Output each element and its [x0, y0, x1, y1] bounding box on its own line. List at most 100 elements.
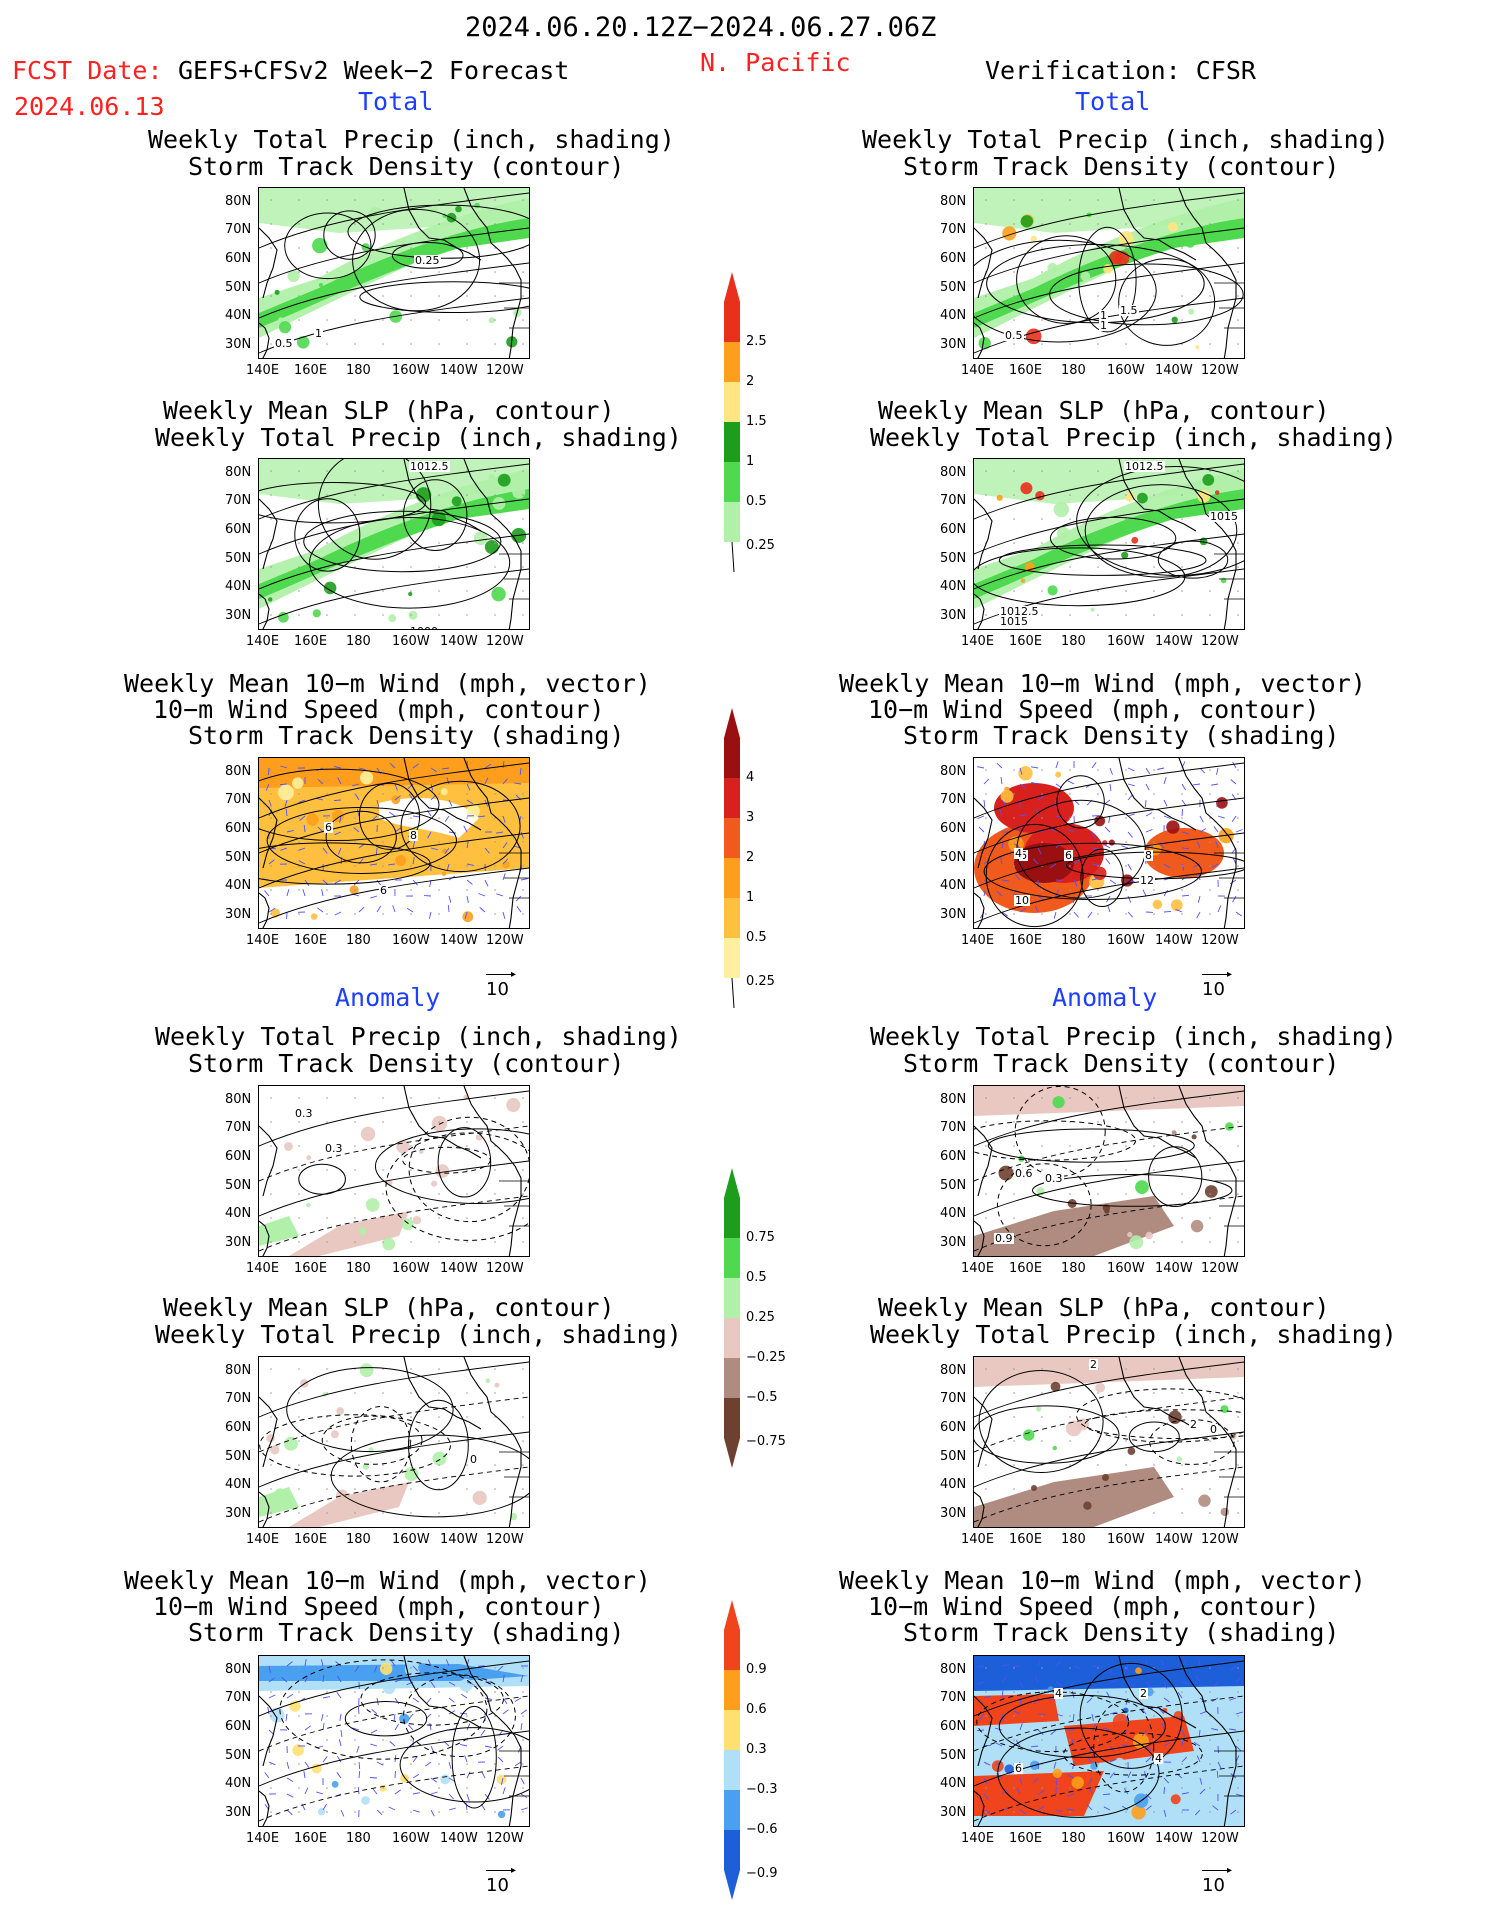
lat-tick-label: 70N	[940, 1391, 967, 1406]
fcst-model-label: GEFS+CFSv2 Week−2 Forecast	[178, 56, 570, 85]
lat-tick-label: 60N	[940, 1719, 967, 1734]
lon-tick-label: 120W	[486, 1532, 524, 1547]
colorbar-tick-label: 0.25	[746, 538, 775, 553]
colorbar-tick-label: −0.75	[746, 1434, 786, 1449]
p10-title-1: Weekly Mean SLP (hPa, contour)	[878, 1293, 1330, 1322]
lat-tick-label: 30N	[940, 337, 967, 352]
lon-tick-label: 140W	[440, 1532, 478, 1547]
lat-tick-label: 40N	[225, 579, 252, 594]
lat-tick-label: 40N	[940, 1206, 967, 1221]
lon-tick-label: 140E	[961, 1831, 995, 1846]
lat-tick-label: 40N	[940, 308, 967, 323]
lat-tick-label: 60N	[225, 1420, 252, 1435]
contour-label: 8	[409, 829, 418, 842]
lat-tick-label: 70N	[940, 1120, 967, 1135]
colorbar-tick-label: 2	[746, 850, 755, 865]
lat-tick-label: 60N	[225, 251, 252, 266]
lon-tick-label: 120W	[486, 363, 524, 378]
lat-tick-label: 50N	[225, 1748, 252, 1763]
lon-tick-label: 160E	[294, 1831, 328, 1846]
contour-label: 1015	[999, 615, 1029, 628]
lon-tick-label: 180	[1061, 634, 1086, 649]
p6-title-3: Storm Track Density (shading)	[903, 721, 1340, 750]
lat-tick-label: 50N	[225, 1449, 252, 1464]
vector-ref-p5: ▸ 10	[486, 969, 516, 1000]
lon-tick-label: 160E	[1009, 1831, 1043, 1846]
lat-tick-label: 40N	[225, 1776, 252, 1791]
contour-label: 0.3	[1044, 1172, 1064, 1185]
lon-tick-label: 140E	[246, 1532, 280, 1547]
colorbar-tick-label: 0.5	[746, 1270, 767, 1285]
lat-tick-label: 30N	[940, 608, 967, 623]
lon-tick-label: 160E	[294, 634, 328, 649]
contour-label: 6	[1014, 1762, 1023, 1775]
p11-title-1: Weekly Mean 10−m Wind (mph, vector)	[124, 1566, 651, 1595]
lon-tick-label: 160E	[294, 933, 328, 948]
lon-tick-label: 180	[1061, 1261, 1086, 1276]
p5-title-3: Storm Track Density (shading)	[188, 721, 625, 750]
lon-tick-label: 140E	[961, 363, 995, 378]
p9-title-1: Weekly Mean SLP (hPa, contour)	[163, 1293, 615, 1322]
p2-map-panel: 1.5 1 0.5 1	[973, 187, 1245, 359]
lon-tick-label: 160W	[392, 363, 430, 378]
lon-tick-label: 180	[1061, 933, 1086, 948]
lat-tick-label: 30N	[225, 1506, 252, 1521]
p8-map-panel: 0.6 0.3 0.9	[973, 1085, 1245, 1257]
lon-tick-label: 160E	[1009, 1532, 1043, 1547]
contour-label: 0.3	[294, 1107, 314, 1120]
contour-label: 2	[1139, 1687, 1148, 1700]
lon-tick-label: 140W	[440, 363, 478, 378]
lat-tick-label: 40N	[940, 878, 967, 893]
contour-label: 1	[314, 327, 323, 340]
lon-tick-label: 140W	[1155, 634, 1193, 649]
lon-tick-label: 120W	[1201, 363, 1239, 378]
lon-tick-label: 180	[1061, 1831, 1086, 1846]
lon-tick-label: 140E	[246, 1261, 280, 1276]
lon-tick-label: 160W	[392, 1261, 430, 1276]
lat-tick-label: 30N	[940, 1506, 967, 1521]
lat-tick-label: 50N	[940, 280, 967, 295]
lat-tick-label: 80N	[940, 764, 967, 779]
lon-tick-label: 160W	[392, 933, 430, 948]
colorbar-tick-label: −0.25	[746, 1350, 786, 1365]
lon-tick-label: 160W	[1107, 363, 1145, 378]
p11-title-2: 10−m Wind Speed (mph, contour)	[153, 1592, 605, 1621]
fcst-date-label: FCST Date:	[12, 56, 178, 85]
vector-ref-p11: ▸ 10	[486, 1865, 516, 1896]
verification-label: Verification: CFSR	[985, 56, 1256, 85]
lat-tick-label: 60N	[940, 1420, 967, 1435]
contour-label: 1	[1099, 309, 1108, 322]
p8-title-1: Weekly Total Precip (inch, shading)	[870, 1022, 1397, 1051]
p4-map-panel: 1012.5 1015 1012.5 1015	[973, 458, 1245, 630]
p2-title-2: Storm Track Density (contour)	[903, 152, 1340, 181]
p4-title-1: Weekly Mean SLP (hPa, contour)	[878, 396, 1330, 425]
lat-tick-label: 30N	[940, 1805, 967, 1820]
lon-tick-label: 120W	[1201, 933, 1239, 948]
lat-tick-label: 80N	[940, 465, 967, 480]
region-label: N. Pacific	[700, 48, 851, 77]
contour-label: 12	[1139, 874, 1155, 887]
lat-tick-label: 50N	[225, 850, 252, 865]
lon-tick-label: 140E	[246, 634, 280, 649]
lat-tick-label: 70N	[225, 1690, 252, 1705]
lon-tick-label: 120W	[486, 634, 524, 649]
lat-tick-label: 50N	[940, 1178, 967, 1193]
contour-label: 6	[1064, 849, 1073, 862]
colorbar-tick-label: 1	[746, 890, 755, 905]
contour-label: 1.5	[1119, 304, 1139, 317]
lat-tick-label: 40N	[225, 1206, 252, 1221]
lon-tick-label: 160W	[1107, 933, 1145, 948]
lon-tick-label: 140E	[246, 363, 280, 378]
lon-tick-label: 120W	[486, 1261, 524, 1276]
lon-tick-label: 140E	[961, 634, 995, 649]
p7-map-panel: 0.3 0.3	[258, 1085, 530, 1257]
precip-anom-colorbar	[724, 1168, 740, 1468]
lon-tick-label: 120W	[1201, 1831, 1239, 1846]
colorbar-tick-label: 0.5	[746, 494, 767, 509]
colorbar-tick-label: 0.5	[746, 930, 767, 945]
lat-tick-label: 60N	[940, 1149, 967, 1164]
lat-tick-label: 30N	[940, 1235, 967, 1250]
colorbar-tick-label: 2	[746, 374, 755, 389]
lon-tick-label: 140W	[1155, 933, 1193, 948]
lon-tick-label: 180	[346, 1261, 371, 1276]
